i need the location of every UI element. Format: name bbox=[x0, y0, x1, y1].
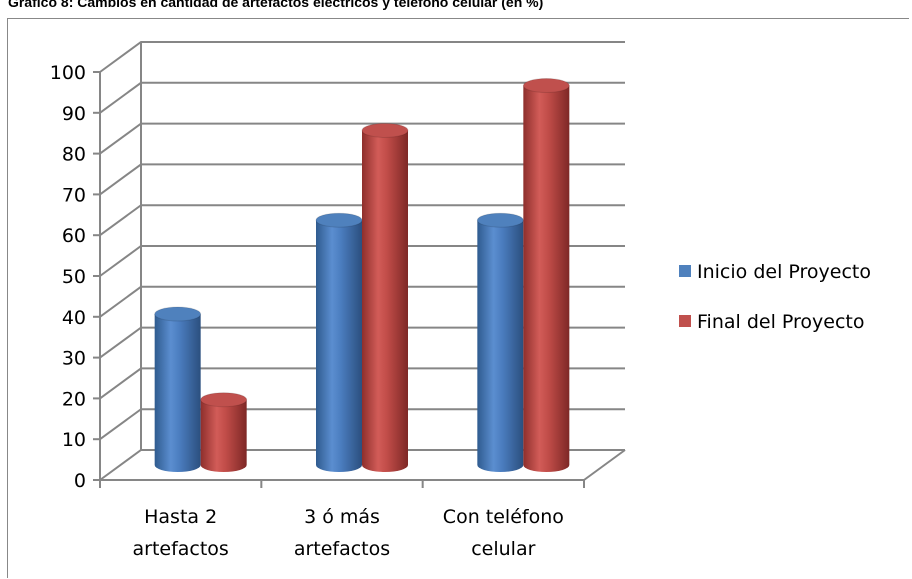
bar bbox=[476, 212, 524, 472]
gridline bbox=[99, 326, 625, 359]
label-layer: 0 10 20 30 40 50 60 70 80 90 100 Hasta 2 artefactos 3… bbox=[50, 62, 564, 560]
gridline bbox=[99, 163, 625, 196]
y-tick-label: 50 bbox=[62, 266, 86, 288]
gridline bbox=[99, 41, 625, 73]
bar-body bbox=[477, 220, 524, 472]
gridline bbox=[99, 81, 625, 114]
bar-top bbox=[200, 392, 248, 408]
bar-body bbox=[154, 314, 201, 472]
y-tick-label: 20 bbox=[62, 388, 86, 410]
y-tick-label: 40 bbox=[62, 307, 86, 329]
gridline bbox=[99, 408, 625, 441]
bar-body bbox=[362, 130, 408, 472]
bar bbox=[315, 212, 363, 472]
axis-layer bbox=[93, 71, 626, 488]
x-tick-label: Con teléfono celular bbox=[443, 506, 564, 560]
gridline bbox=[99, 245, 625, 277]
bar-top bbox=[476, 212, 524, 228]
gridline bbox=[99, 449, 625, 481]
gridline bbox=[99, 285, 625, 318]
chart-frame bbox=[7, 18, 909, 578]
y-tick-label: 80 bbox=[62, 144, 86, 166]
y-tick-label: 30 bbox=[62, 348, 86, 370]
x-tick-label: Hasta 2 artefactos bbox=[132, 506, 228, 560]
gridline bbox=[99, 122, 625, 155]
y-tick-label: 10 bbox=[62, 429, 86, 451]
bar-body bbox=[200, 399, 247, 472]
y-tick-label: 100 bbox=[50, 62, 86, 84]
bar-top bbox=[361, 122, 409, 138]
bar-layer bbox=[154, 78, 570, 472]
gridline bbox=[99, 367, 625, 400]
bar-top bbox=[154, 306, 202, 322]
y-tick-label: 0 bbox=[74, 470, 86, 492]
legend-swatch bbox=[679, 265, 691, 277]
bar-top bbox=[522, 78, 570, 94]
legend-label: Final del Proyecto bbox=[697, 311, 865, 333]
bar-body bbox=[523, 85, 570, 472]
bar bbox=[154, 306, 202, 472]
y-tick-label: 70 bbox=[62, 184, 86, 206]
legend-label: Inicio del Proyecto bbox=[697, 261, 871, 283]
grid-layer bbox=[99, 41, 625, 481]
bar bbox=[361, 122, 409, 472]
bar bbox=[200, 392, 248, 472]
bar-body bbox=[316, 220, 362, 472]
bar bbox=[522, 78, 570, 472]
y-tick-label: 90 bbox=[62, 103, 86, 125]
legend: Inicio del Proyecto Final del Proyecto bbox=[679, 261, 871, 333]
x-tick-label: 3 ó más artefactos bbox=[294, 506, 390, 560]
gridline bbox=[99, 204, 625, 237]
chart-title: Gráfico 8: Cambios en cantidad de artefa… bbox=[8, 0, 544, 10]
bar-top bbox=[315, 212, 363, 228]
legend-swatch bbox=[679, 315, 691, 327]
floor-right-edge bbox=[583, 449, 626, 481]
y-tick-label: 60 bbox=[62, 225, 86, 247]
